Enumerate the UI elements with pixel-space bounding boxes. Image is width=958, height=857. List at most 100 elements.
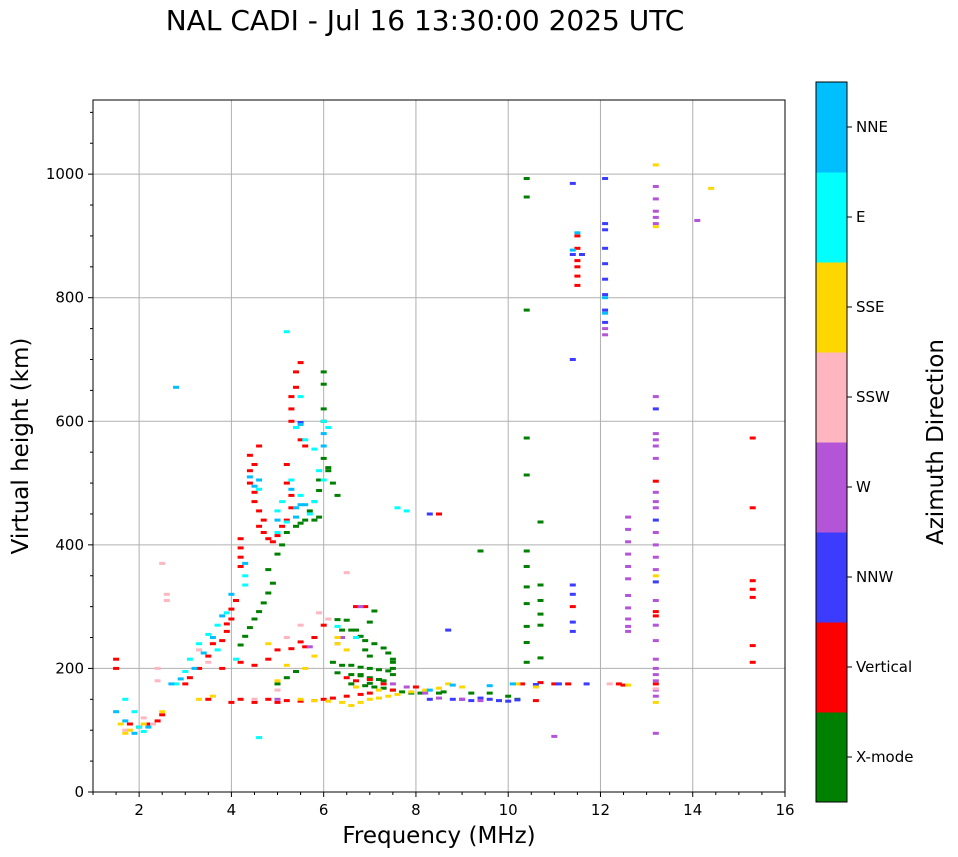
echo-point [625, 552, 632, 556]
echo-point [265, 537, 272, 541]
echo-point [652, 225, 659, 229]
echo-point [159, 710, 166, 714]
echo-point [523, 195, 530, 199]
echo-point [505, 694, 512, 698]
echo-point [283, 663, 290, 667]
echo-point [357, 692, 364, 696]
echo-point [288, 506, 295, 510]
echo-point [532, 685, 539, 689]
echo-point [523, 585, 530, 589]
x-axis-label: Frequency (MHz) [342, 823, 535, 849]
echo-point [297, 361, 304, 365]
echo-point [417, 691, 424, 695]
echo-point [574, 265, 581, 269]
echo-point [140, 716, 147, 720]
echo-point [163, 599, 170, 602]
x-tick-label: 10 [499, 801, 518, 819]
echo-point [136, 725, 143, 729]
echo-point [376, 668, 382, 672]
echo-point [376, 688, 382, 692]
echo-point [122, 697, 129, 701]
echo-point [237, 555, 244, 559]
echo-point [251, 663, 258, 667]
echo-point [302, 503, 309, 507]
echo-point [293, 370, 299, 374]
echo-point [283, 676, 290, 680]
echo-point [269, 540, 276, 544]
echo-point [602, 308, 609, 312]
echo-point [320, 697, 327, 701]
echo-point [242, 574, 249, 578]
echo-points [113, 163, 756, 740]
echo-point [265, 657, 272, 661]
echo-point [122, 731, 129, 735]
echo-point [652, 639, 659, 643]
echo-point [214, 623, 221, 627]
echo-point [652, 568, 659, 572]
echo-point [537, 681, 544, 685]
echo-point [274, 697, 281, 701]
echo-point [602, 293, 609, 297]
echo-point [343, 694, 350, 698]
echo-point [569, 583, 576, 587]
echo-point [625, 617, 632, 621]
echo-point [306, 509, 313, 513]
echo-point [288, 487, 295, 491]
plot-area [93, 100, 785, 792]
echo-point [242, 634, 249, 638]
echo-point [366, 691, 373, 695]
echo-point [288, 419, 295, 423]
echo-point [219, 614, 226, 618]
echo-point [256, 610, 263, 614]
echo-point [311, 447, 318, 451]
echo-point [283, 531, 290, 534]
echo-point [569, 358, 576, 361]
echo-point [652, 395, 659, 399]
echo-point [122, 728, 129, 732]
echo-point [389, 673, 396, 677]
echo-point [357, 700, 364, 704]
echo-point [509, 682, 516, 686]
echo-point [652, 407, 659, 411]
echo-point [343, 571, 350, 575]
echo-point [389, 660, 396, 664]
echo-point [468, 691, 475, 695]
echo-point [371, 609, 378, 613]
echo-point [297, 699, 304, 703]
echo-point [311, 654, 318, 658]
echo-point [260, 518, 267, 522]
echo-point [339, 636, 346, 639]
echo-point [602, 296, 609, 300]
echo-point [126, 728, 133, 732]
echo-point [339, 663, 346, 667]
echo-point [339, 628, 346, 632]
echo-point [366, 681, 373, 685]
y-tick-label: 200 [55, 659, 84, 677]
echo-point [297, 697, 304, 701]
echo-point [436, 696, 442, 700]
echo-point [362, 648, 369, 652]
echo-point [288, 407, 295, 411]
echo-point [652, 209, 659, 213]
echo-point [652, 610, 659, 614]
echo-point [237, 546, 244, 550]
echo-point [320, 407, 327, 411]
y-axis-label: Virtual height (km) [8, 338, 34, 555]
echo-point [357, 634, 364, 638]
echo-point [334, 636, 341, 639]
echo-point [279, 524, 286, 528]
echo-point [353, 628, 359, 632]
echo-point [288, 478, 295, 482]
echo-point [316, 611, 323, 615]
echo-point [251, 617, 258, 621]
echo-point [177, 677, 184, 681]
echo-point [265, 697, 272, 701]
echo-point [362, 605, 369, 609]
echo-point [652, 555, 659, 559]
echo-point [749, 579, 756, 583]
echo-point [652, 222, 659, 226]
echo-point [256, 509, 263, 513]
echo-point [385, 669, 392, 673]
echo-point [505, 699, 512, 703]
echo-point [436, 686, 442, 690]
